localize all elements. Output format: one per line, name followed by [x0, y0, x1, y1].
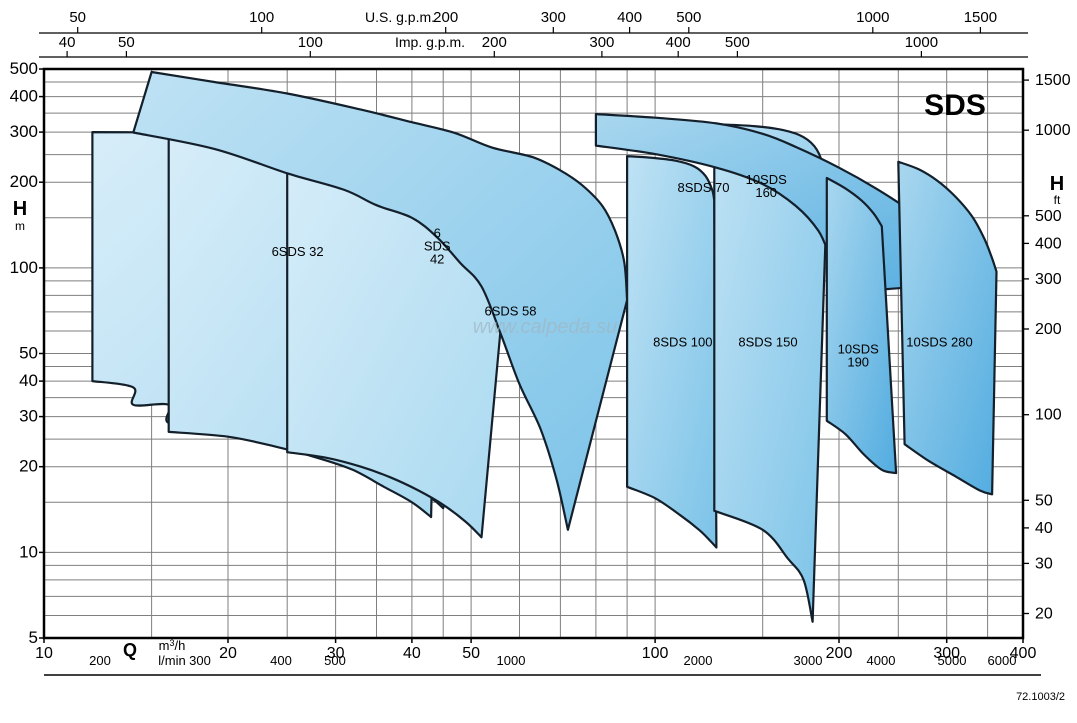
- svg-text:20: 20: [1035, 606, 1053, 623]
- svg-text:50: 50: [1035, 492, 1053, 509]
- svg-text:5000: 5000: [938, 653, 967, 668]
- svg-text:500: 500: [676, 9, 701, 26]
- svg-text:50: 50: [462, 645, 480, 662]
- svg-text:500: 500: [1035, 208, 1062, 225]
- svg-text:8SDS 100: 8SDS 100: [653, 334, 712, 349]
- svg-text:6SDS 32: 6SDS 32: [272, 244, 324, 259]
- svg-text:400: 400: [10, 87, 38, 106]
- svg-text:100: 100: [10, 258, 38, 277]
- svg-text:300: 300: [1035, 271, 1062, 288]
- svg-text:1500: 1500: [964, 9, 997, 26]
- svg-text:40: 40: [19, 371, 38, 390]
- svg-text:10: 10: [19, 542, 38, 561]
- svg-text:6000: 6000: [988, 653, 1017, 668]
- svg-text:SDS: SDS: [924, 89, 986, 122]
- svg-text:U.S. g.p.m.: U.S. g.p.m.: [365, 9, 435, 25]
- svg-text:50: 50: [118, 34, 135, 51]
- svg-text:10: 10: [35, 645, 53, 662]
- svg-text:H: H: [1050, 173, 1064, 195]
- svg-text:30: 30: [1035, 555, 1053, 572]
- svg-text:200: 200: [482, 34, 507, 51]
- svg-text:www.calpeda.su: www.calpeda.su: [473, 316, 618, 338]
- svg-text:40: 40: [59, 34, 76, 51]
- svg-text:4000: 4000: [867, 653, 896, 668]
- svg-text:ft: ft: [1054, 193, 1061, 207]
- svg-text:500: 500: [10, 59, 38, 78]
- svg-text:Q: Q: [123, 640, 137, 660]
- svg-text:1500: 1500: [1035, 72, 1071, 89]
- svg-text:H: H: [13, 198, 27, 220]
- svg-text:300: 300: [541, 9, 566, 26]
- svg-text:1000: 1000: [1035, 122, 1071, 139]
- svg-text:100: 100: [298, 34, 323, 51]
- svg-text:200: 200: [826, 645, 853, 662]
- svg-text:8SDS 70: 8SDS 70: [677, 180, 729, 195]
- svg-text:Imp. g.p.m.: Imp. g.p.m.: [395, 34, 465, 50]
- svg-text:m: m: [15, 219, 25, 233]
- svg-text:100: 100: [1035, 407, 1062, 424]
- svg-text:50: 50: [19, 344, 38, 363]
- svg-text:500: 500: [725, 34, 750, 51]
- svg-text:1000: 1000: [497, 653, 526, 668]
- svg-text:8SDS 150: 8SDS 150: [738, 334, 797, 349]
- svg-text:400: 400: [666, 34, 691, 51]
- svg-text:20: 20: [19, 457, 38, 476]
- svg-text:400: 400: [270, 653, 292, 668]
- svg-text:400: 400: [1035, 235, 1062, 252]
- svg-text:200: 200: [10, 172, 38, 191]
- svg-text:3000: 3000: [794, 653, 823, 668]
- svg-text:200: 200: [433, 9, 458, 26]
- svg-text:300: 300: [189, 653, 211, 668]
- svg-text:100: 100: [249, 9, 274, 26]
- svg-text:1000: 1000: [905, 34, 938, 51]
- svg-text:1000: 1000: [856, 9, 889, 26]
- svg-text:40: 40: [1035, 520, 1053, 537]
- svg-text:2000: 2000: [684, 653, 713, 668]
- svg-text:20: 20: [219, 645, 237, 662]
- svg-text:10SDS 280: 10SDS 280: [906, 334, 973, 349]
- svg-text:l/min: l/min: [158, 653, 185, 668]
- svg-text:200: 200: [1035, 321, 1062, 338]
- svg-text:100: 100: [642, 645, 669, 662]
- svg-text:40: 40: [403, 645, 421, 662]
- svg-text:30: 30: [19, 407, 38, 426]
- svg-text:50: 50: [69, 9, 86, 26]
- svg-text:200: 200: [89, 653, 111, 668]
- svg-text:300: 300: [10, 122, 38, 141]
- svg-text:400: 400: [617, 9, 642, 26]
- svg-text:500: 500: [324, 653, 346, 668]
- svg-text:300: 300: [589, 34, 614, 51]
- svg-text:72.1003/2: 72.1003/2: [1016, 691, 1065, 703]
